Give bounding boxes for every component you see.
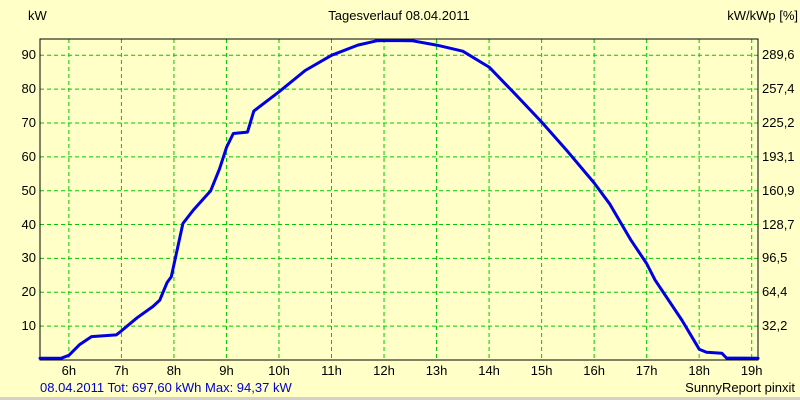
y-left-tick-label: 60 xyxy=(21,148,36,164)
x-tick-label: 17h xyxy=(635,363,658,378)
y-right-tick-label: 96,5 xyxy=(762,250,788,266)
y-left-tick-label: 70 xyxy=(21,114,36,130)
footer-summary-text: 08.04.2011 Tot: 697,60 kWh Max: 94,37 kW xyxy=(40,380,292,395)
y-left-tick-label: 20 xyxy=(21,284,36,300)
power-curve xyxy=(38,39,760,360)
y-right-tick-label: 128,7 xyxy=(762,216,795,232)
y-left-tick-label: 50 xyxy=(21,182,36,198)
chart-title: Tagesverlauf 08.04.2011 xyxy=(328,8,470,23)
y-right-tick-label: 64,4 xyxy=(762,284,788,300)
x-tick-label: 16h xyxy=(583,363,605,378)
y-right-tick-label: 289,6 xyxy=(762,47,795,63)
y-left-tick-label: 40 xyxy=(21,216,36,232)
x-tick-label: 15h xyxy=(530,363,553,378)
x-tick-label: 19h xyxy=(740,363,763,378)
y-left-tick-label: 80 xyxy=(21,81,36,97)
right-axis-unit-label: kW/kWp [%] xyxy=(727,8,798,23)
left-axis-unit-label: kW xyxy=(28,8,47,23)
x-tick-label: 14h xyxy=(478,363,500,378)
x-tick-label: 12h xyxy=(373,363,395,378)
x-tick-label: 10h xyxy=(268,363,290,378)
x-tick-label: 6h xyxy=(61,363,77,378)
x-tick-label: 11h xyxy=(321,363,342,378)
x-tick-label: 18h xyxy=(688,363,711,378)
y-left-tick-label: 30 xyxy=(21,250,36,266)
x-tick-label: 9h xyxy=(219,363,234,378)
y-left-tick-label: 10 xyxy=(21,318,36,334)
y-right-tick-label: 32,2 xyxy=(762,318,788,334)
x-tick-label: 8h xyxy=(166,363,182,378)
y-right-tick-label: 225,2 xyxy=(762,114,795,130)
x-tick-label: 7h xyxy=(114,363,129,378)
plot-frame xyxy=(39,38,759,361)
y-right-tick-label: 193,1 xyxy=(762,148,795,164)
footer-credit-text: SunnyReport pinxit xyxy=(685,380,795,395)
x-tick-label: 13h xyxy=(425,363,448,378)
y-right-tick-label: 257,4 xyxy=(762,81,795,97)
y-right-tick-label: 160,9 xyxy=(762,182,795,198)
y-left-tick-label: 90 xyxy=(21,47,36,63)
window-bottom-edge xyxy=(0,397,800,400)
